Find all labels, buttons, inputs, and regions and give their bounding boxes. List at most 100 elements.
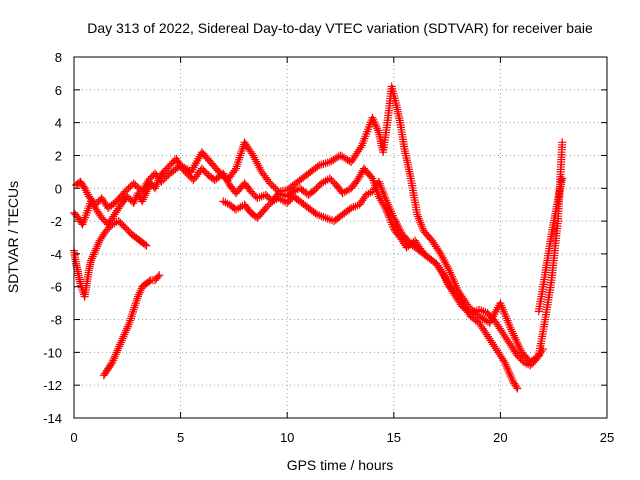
data-point-marker [117,336,126,345]
data-point-marker [214,167,223,176]
y-axis-label: SDTVAR / TECUs [5,181,21,293]
data-point-marker [267,180,276,189]
data-point-marker [500,358,509,367]
x-tick-label: 25 [600,430,614,445]
data-point-marker [455,288,464,297]
y-tick-label: -6 [50,280,62,295]
x-axis-label: GPS time / hours [287,457,394,473]
data-point-marker [539,345,548,354]
data-point-marker [155,271,164,280]
data-point-marker [512,382,521,391]
series-track-5 [219,177,548,370]
data-point-marker [129,199,138,208]
data-point-marker [124,184,133,193]
x-tick-label: 20 [493,430,507,445]
data-point-marker [87,254,96,263]
data-point-marker [110,352,119,361]
series-track-4 [99,271,164,380]
data-point-marker [173,156,182,165]
data-point-marker [414,214,423,223]
data-point-marker [558,174,567,183]
data-point-marker [459,294,468,303]
data-point-marker [216,169,225,178]
data-point-marker [442,260,451,269]
x-tick-label: 10 [280,430,294,445]
data-point-marker [108,358,117,367]
y-tick-label: -14 [43,411,62,426]
data-point-marker [348,155,357,164]
data-point-marker [133,292,142,301]
data-point-marker [251,155,260,164]
data-point-marker [221,198,230,207]
x-tick-label: 0 [70,430,77,445]
data-point-marker [456,290,465,299]
data-point-marker [379,190,388,199]
data-point-marker [355,145,364,154]
data-point-marker [501,360,510,369]
data-point-marker [121,187,130,196]
data-point-marker [111,350,120,359]
data-point-marker [418,222,427,231]
data-point-marker [513,384,522,393]
data-point-marker [416,218,425,227]
data-point-marker [235,153,244,162]
data-point-marker [230,166,239,175]
data-point-marker [447,285,456,294]
data-point-marker [90,248,99,257]
data-point-marker [271,184,280,193]
x-tick-label: 5 [177,430,184,445]
chart-title: Day 313 of 2022, Sidereal Day-to-day VTE… [87,20,593,36]
data-point-marker [93,242,102,251]
data-point-marker [151,184,160,193]
data-point-marker [537,347,546,356]
data-point-marker [351,151,360,160]
data-point-marker [114,344,123,353]
y-tick-label: 4 [55,116,62,131]
data-point-marker [141,240,150,249]
data-point-marker [139,195,148,204]
series-track-6 [534,174,567,316]
data-point-marker [130,303,139,312]
data-point-marker [172,154,181,163]
data-point-marker [153,272,162,281]
data-point-marker [131,180,140,189]
data-point-marker [130,197,139,206]
data-point-marker [107,359,116,368]
data-point-marker [254,161,263,170]
data-point-marker [503,364,512,373]
data-point-marker [121,328,130,337]
y-tick-label: -2 [50,214,62,229]
data-point-marker [152,180,161,189]
plot-frame [73,56,608,419]
data-point-marker [272,185,281,194]
data-point-marker [120,330,129,339]
data-point-marker [237,149,246,158]
data-point-marker [444,264,453,273]
data-point-marker [160,174,169,183]
data-point-marker [394,222,403,231]
y-tick-label: 8 [55,50,62,65]
data-point-marker [269,182,278,191]
data-point-marker [123,322,132,331]
data-point-marker [356,143,365,152]
data-point-marker [139,193,148,202]
data-point-marker [505,370,514,379]
data-point-marker [453,286,462,295]
data-point-marker [145,277,154,286]
data-point-marker [250,153,259,162]
y-tick-label: 2 [55,148,62,163]
data-point-marker [136,286,145,295]
data-point-marker [112,348,121,357]
data-point-marker [413,210,422,219]
data-point-marker [378,185,387,194]
data-point-marker [128,307,137,316]
axis-ticks: 0 5 10 15 20 25 -14 -12 -10 -8 -6 -4 -2 0 2 4 6 8 [43,50,614,445]
data-point-marker [378,187,387,196]
data-point-marker [128,310,137,319]
data-point-marker [118,334,127,343]
data-point-marker [377,183,386,192]
data-point-marker [376,181,385,190]
data-point-marker [87,256,96,265]
y-tick-label: -8 [50,313,62,328]
